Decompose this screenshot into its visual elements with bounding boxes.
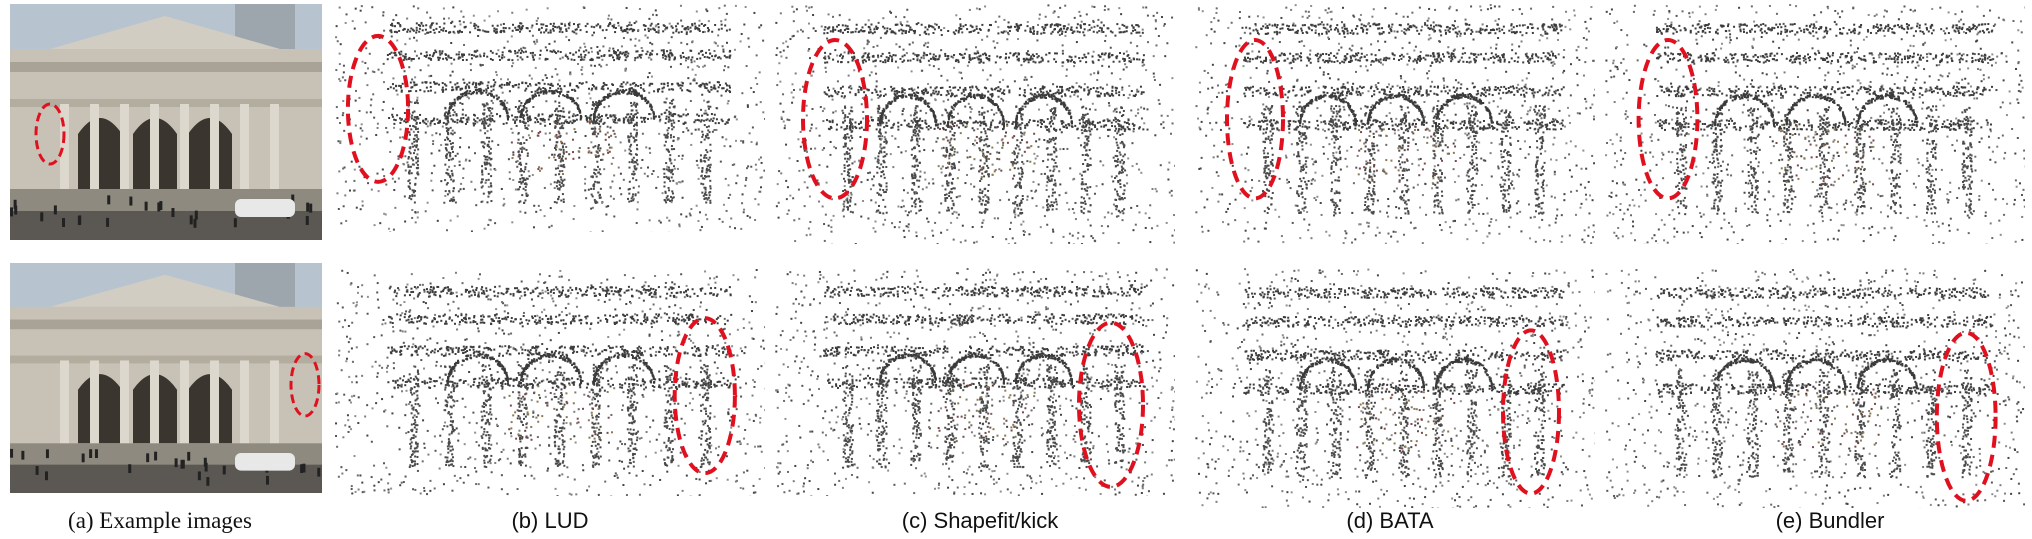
caption-example-images: (a) Example images: [10, 505, 310, 537]
lud-reconstruction-top: [335, 4, 765, 232]
bundler-reconstruction-top: [1605, 4, 2025, 244]
caption-bata: (d) BATA: [1310, 505, 1470, 537]
highlight-ellipse: [801, 38, 869, 201]
caption-bundler: (e) Bundler: [1740, 505, 1920, 537]
caption-shapefit-kick: (c) Shapefit/kick: [870, 505, 1090, 537]
example-photo-top: [10, 4, 322, 240]
bata-reconstruction-bottom: [1195, 268, 1595, 508]
highlight-ellipse: [1636, 38, 1700, 201]
shapefit-kick-reconstruction-bottom: [775, 268, 1175, 496]
highlight-ellipse: [34, 102, 66, 166]
highlight-ellipse: [345, 33, 411, 184]
bundler-reconstruction-bottom: [1605, 268, 2025, 508]
bata-reconstruction-top: [1195, 4, 1595, 244]
lud-reconstruction-bottom: [335, 268, 765, 496]
highlight-ellipse: [1225, 38, 1285, 201]
highlight-ellipse: [1501, 328, 1561, 496]
caption-lud: (b) LUD: [470, 505, 630, 537]
shapefit-kick-reconstruction-top: [775, 4, 1175, 244]
example-photo-bottom: [10, 263, 322, 493]
